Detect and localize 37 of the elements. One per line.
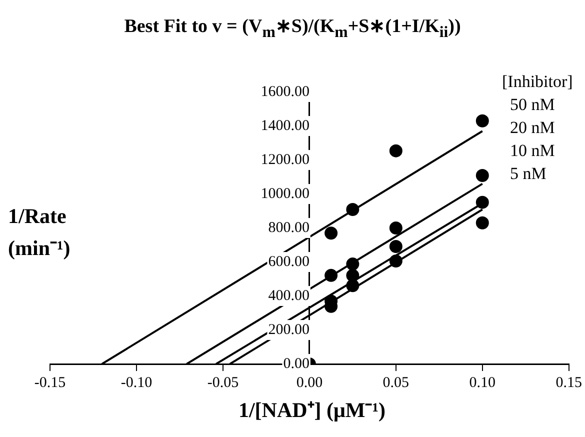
y-tick-label: 800.00 [268, 220, 310, 236]
x-tick-label: 0.05 [382, 374, 410, 391]
point [324, 226, 338, 240]
point [346, 258, 360, 271]
x-tick-label: 0.10 [469, 374, 496, 391]
point [346, 202, 360, 216]
point [389, 144, 402, 158]
point [476, 114, 489, 128]
y-tick-label: 400.00 [268, 288, 310, 304]
y-tick-label: 1200.00 [260, 152, 310, 168]
legend-title: [Inhibitor] [502, 71, 573, 93]
y-tick-label: 0.00 [283, 356, 310, 372]
point [389, 254, 402, 268]
y-tick-label: 200.00 [268, 322, 310, 338]
point [476, 168, 489, 182]
y-tick-label: 600.00 [268, 254, 310, 270]
point [476, 216, 489, 230]
chart-title: Best Fit to v = (V$_{m}$∗S)/(K$_{m}$+S∗(1+I/K$_{ii}$)) [123, 15, 462, 42]
x-tick-label: 0.00 [296, 374, 323, 391]
x-tick-label: -0.15 [34, 374, 66, 391]
point [324, 268, 338, 282]
point [389, 222, 402, 234]
x-tick-label: -0.05 [207, 374, 239, 391]
text: 20 nM [509, 117, 556, 139]
x-tick-label: 0.15 [556, 374, 582, 391]
point [389, 240, 402, 254]
y-axis-title: 1/Rate (min⁻¹) [8, 203, 72, 262]
y-tick-label: 1000.00 [260, 186, 310, 202]
text: 10 nM [509, 140, 556, 162]
x-tick-label: -0.10 [120, 374, 152, 391]
text: 5 nM [509, 163, 548, 185]
y-tick-label: 1400.00 [260, 118, 310, 134]
series-label: 50 nM [509, 94, 556, 116]
point [346, 268, 360, 282]
y-tick-label: 1600.00 [260, 84, 310, 100]
point [476, 196, 489, 209]
x-axis-title: 1/[NAD⁺] (μM⁻¹) [237, 397, 387, 423]
